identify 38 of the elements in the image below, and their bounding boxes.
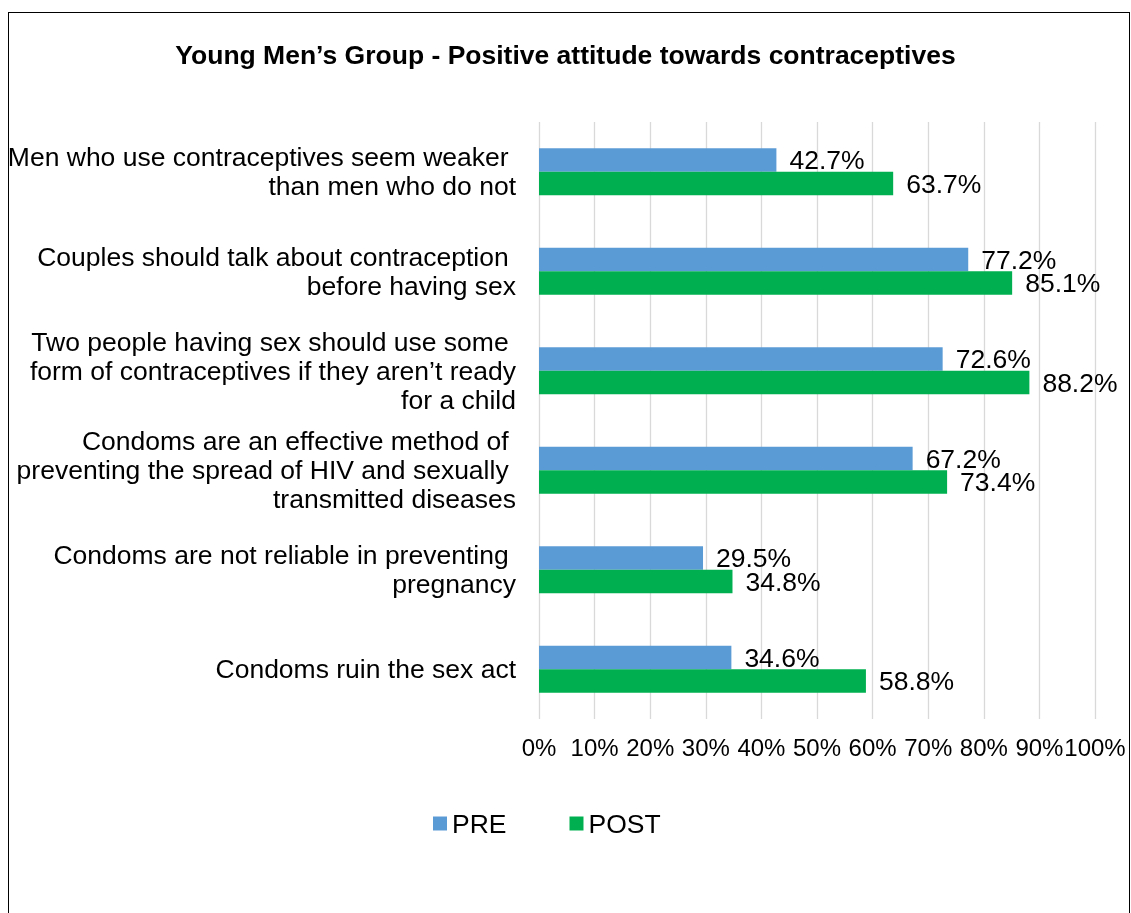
x-tick-label: 20%	[626, 733, 675, 761]
y-tick-label: Men who use contraceptives seem weaker than men who do not	[7, 142, 517, 202]
bar	[539, 171, 894, 196]
bar	[539, 347, 943, 371]
bar	[539, 247, 969, 272]
y-tick-label: Condoms are an effective method of preventing the spread of HIV and sexually transmitted diseases	[16, 426, 516, 515]
x-tick-label: 10%	[570, 733, 619, 761]
y-tick-label: Condoms ruin the sex act	[215, 654, 517, 685]
legend-label: PRE	[452, 808, 507, 839]
y-tick-label: Two people having sex should use some form of contraceptives if they aren’t ready for a child	[29, 326, 517, 415]
bar	[539, 669, 866, 693]
bar	[539, 470, 948, 494]
x-tick-label: 0%	[521, 733, 557, 761]
x-tick-label: 70%	[904, 733, 953, 761]
bar	[539, 446, 913, 471]
x-tick-label: 90%	[1015, 733, 1064, 761]
legend-label: POST	[588, 808, 661, 839]
data-label: 88.2%	[1042, 367, 1118, 398]
chart-title: Young Men’s Group - Positive attitude towards contraceptives	[175, 39, 956, 70]
x-tick-label: 100%	[1064, 733, 1126, 761]
bar	[539, 569, 733, 594]
x-tick-label: 50%	[792, 733, 842, 761]
bar	[539, 148, 777, 172]
bar	[539, 271, 1013, 295]
x-tick-label: 40%	[737, 733, 786, 761]
data-label: 63.7%	[906, 168, 982, 199]
bar	[539, 370, 1030, 395]
y-tick-label: Couples should talk about contraception before having sex	[37, 241, 516, 301]
data-label: 42.7%	[789, 145, 865, 175]
x-tick-label: 60%	[848, 733, 897, 761]
data-label: 72.6%	[955, 344, 1031, 374]
bar	[539, 645, 732, 670]
bar	[539, 546, 704, 570]
data-label: 34.6%	[744, 642, 820, 673]
x-tick-label: 30%	[681, 733, 730, 761]
y-tick-label: Condoms are not reliable in preventing pregnancy	[53, 540, 517, 600]
data-label: 58.8%	[878, 666, 955, 696]
x-tick-label: 80%	[959, 733, 1008, 761]
